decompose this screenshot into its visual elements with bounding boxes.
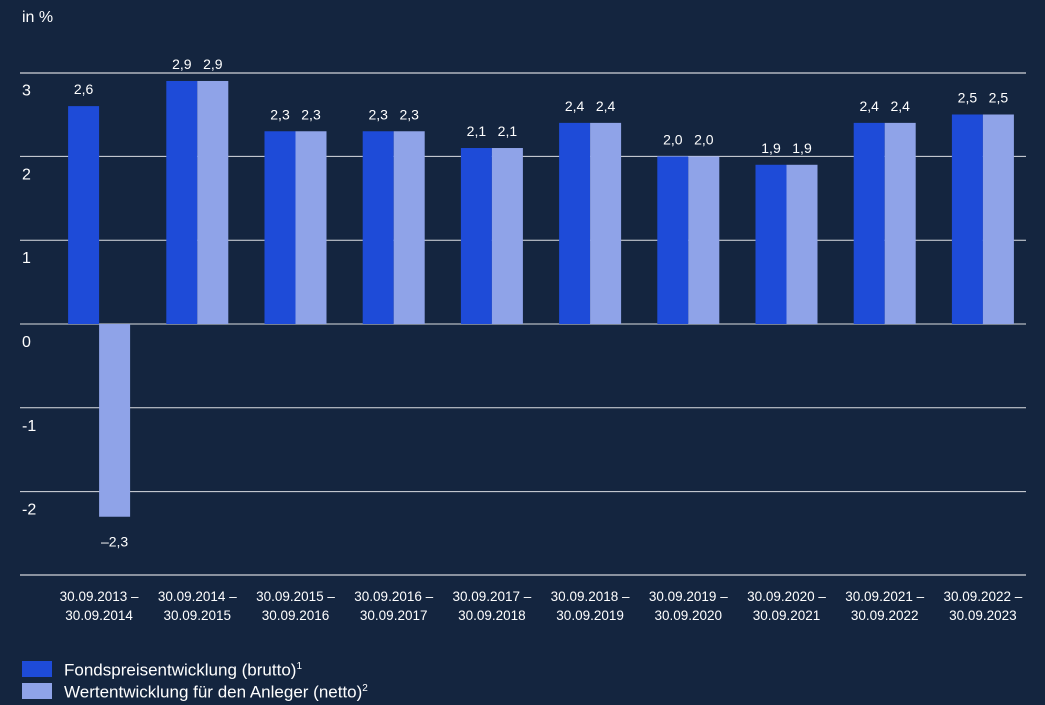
legend-footnote-netto: 2 bbox=[362, 683, 368, 695]
bar-value-label: 2,3 bbox=[368, 106, 388, 122]
y-tick-label: 2 bbox=[22, 166, 31, 183]
y-tick-label: -1 bbox=[22, 418, 36, 435]
x-tick-label: 30.09.2016 bbox=[262, 608, 330, 623]
bar-brutto bbox=[755, 164, 787, 324]
legend-label-netto: Wertentwicklung für den Anleger (netto) bbox=[64, 682, 363, 702]
bar-value-label: –2,3 bbox=[101, 534, 128, 550]
bar-netto bbox=[491, 148, 523, 324]
x-tick-label: 30.09.2021 – bbox=[845, 589, 924, 604]
bar-value-label: 2,5 bbox=[989, 90, 1009, 106]
legend: Fondspreisentwicklung (brutto)1 Wertentw… bbox=[22, 658, 368, 702]
legend-swatch-brutto bbox=[22, 661, 52, 677]
bar-value-label: 2,3 bbox=[399, 106, 419, 122]
x-tick-label: 30.09.2018 – bbox=[551, 589, 630, 604]
bar-value-label: 2,3 bbox=[301, 106, 321, 122]
legend-footnote-brutto: 1 bbox=[296, 661, 303, 673]
bar-netto bbox=[393, 131, 425, 324]
y-tick-label: -2 bbox=[22, 502, 36, 519]
bar-netto bbox=[884, 122, 916, 324]
bar-value-label: 2,1 bbox=[467, 123, 487, 139]
bar-value-label: 2,9 bbox=[203, 56, 223, 72]
x-tick-label: 30.09.2018 bbox=[458, 608, 526, 623]
x-tick-label: 30.09.2023 bbox=[949, 608, 1017, 623]
bar-brutto bbox=[362, 131, 394, 324]
bar-value-label: 2,3 bbox=[270, 106, 290, 122]
y-unit-label: in % bbox=[22, 9, 53, 26]
bar-netto bbox=[197, 80, 229, 324]
x-tick-label: 30.09.2019 – bbox=[649, 589, 728, 604]
bar-value-label: 2,4 bbox=[859, 98, 879, 114]
bar-value-label: 2,4 bbox=[596, 98, 616, 114]
bar-value-label: 2,4 bbox=[890, 98, 910, 114]
bar-value-label: 2,9 bbox=[172, 56, 192, 72]
x-tick-label: 30.09.2021 bbox=[753, 608, 821, 623]
bar-brutto bbox=[951, 114, 983, 324]
legend-item-brutto: Fondspreisentwicklung (brutto)1 bbox=[22, 658, 368, 680]
bar-netto bbox=[786, 164, 818, 324]
bar-netto bbox=[99, 324, 131, 517]
bar-value-label: 1,9 bbox=[761, 140, 781, 156]
y-tick-label: 3 bbox=[22, 83, 31, 100]
x-tick-label: 30.09.2020 bbox=[655, 608, 723, 623]
bar-brutto bbox=[264, 131, 296, 324]
bar-brutto bbox=[460, 148, 492, 324]
legend-swatch-netto bbox=[22, 683, 52, 699]
x-tick-label: 30.09.2017 bbox=[360, 608, 428, 623]
x-tick-label: 30.09.2019 bbox=[556, 608, 624, 623]
x-tick-label: 30.09.2013 – bbox=[60, 589, 139, 604]
bar-netto bbox=[982, 114, 1014, 324]
bar-brutto bbox=[853, 122, 885, 324]
y-tick-label: 1 bbox=[22, 250, 31, 267]
bar-value-label: 1,9 bbox=[792, 140, 812, 156]
legend-label-brutto: Fondspreisentwicklung (brutto) bbox=[64, 660, 297, 680]
bar-netto bbox=[590, 122, 622, 324]
x-tick-label: 30.09.2022 – bbox=[943, 589, 1022, 604]
bar-value-label: 2,0 bbox=[694, 131, 714, 147]
x-tick-label: 30.09.2016 – bbox=[354, 589, 433, 604]
bar-value-label: 2,6 bbox=[74, 81, 94, 97]
bar-netto bbox=[295, 131, 327, 324]
bar-value-label: 2,5 bbox=[958, 90, 978, 106]
bar-brutto bbox=[166, 80, 198, 324]
x-tick-label: 30.09.2017 – bbox=[452, 589, 531, 604]
x-tick-label: 30.09.2022 bbox=[851, 608, 919, 623]
x-tick-label: 30.09.2014 – bbox=[158, 589, 237, 604]
bar-value-label: 2,4 bbox=[565, 98, 585, 114]
bar-brutto bbox=[657, 156, 689, 324]
bar-netto bbox=[688, 156, 720, 324]
y-tick-label: 0 bbox=[22, 334, 31, 351]
x-tick-label: 30.09.2015 – bbox=[256, 589, 335, 604]
bar-brutto bbox=[68, 106, 100, 325]
x-tick-label: 30.09.2015 bbox=[164, 608, 232, 623]
bar-value-label: 2,1 bbox=[498, 123, 518, 139]
x-tick-label: 30.09.2014 bbox=[65, 608, 133, 623]
bar-brutto bbox=[559, 122, 591, 324]
bar-value-label: 2,0 bbox=[663, 131, 683, 147]
legend-item-netto: Wertentwicklung für den Anleger (netto)2 bbox=[22, 680, 368, 702]
x-tick-label: 30.09.2020 – bbox=[747, 589, 826, 604]
